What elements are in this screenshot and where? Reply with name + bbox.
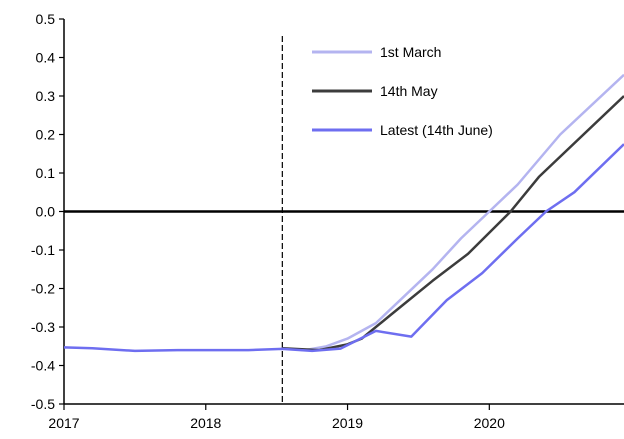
y-tick-label: 0.1 <box>36 165 56 181</box>
x-tick-label: 2020 <box>474 415 505 431</box>
series-line-1 <box>282 73 624 352</box>
y-tick-label: 0.3 <box>36 88 56 104</box>
y-tick-label: -0.5 <box>31 396 55 412</box>
y-tick-label: -0.2 <box>31 281 55 297</box>
reference-lines <box>64 36 624 404</box>
legend-label-3: Latest (14th June) <box>380 122 493 138</box>
y-tick-label: 0.0 <box>36 204 56 220</box>
legend: 1st March 14th May Latest (14th June) <box>312 44 493 138</box>
y-tick-label: 0.5 <box>36 11 56 27</box>
legend-label-2: 14th May <box>380 83 438 99</box>
x-tick-label: 2018 <box>190 415 221 431</box>
legend-label-1: 1st March <box>380 44 441 60</box>
series-line-2 <box>282 95 624 352</box>
x-axis: 2017 2018 2019 2020 <box>48 403 624 431</box>
y-axis: 0.5 0.4 0.3 0.2 0.1 0.0 -0.1 -0.2 -0.3 -0.4 -0.5 <box>31 11 65 412</box>
x-tick-label: 2017 <box>48 415 79 431</box>
y-tick-label: 0.4 <box>36 50 56 66</box>
series-line-3 <box>63 143 624 353</box>
y-tick-label: -0.4 <box>31 358 55 374</box>
y-tick-label: 0.2 <box>36 127 56 143</box>
y-tick-label: -0.1 <box>31 242 55 258</box>
y-tick-label: -0.3 <box>31 319 55 335</box>
x-tick-label: 2019 <box>332 415 363 431</box>
series-lines <box>63 73 624 353</box>
